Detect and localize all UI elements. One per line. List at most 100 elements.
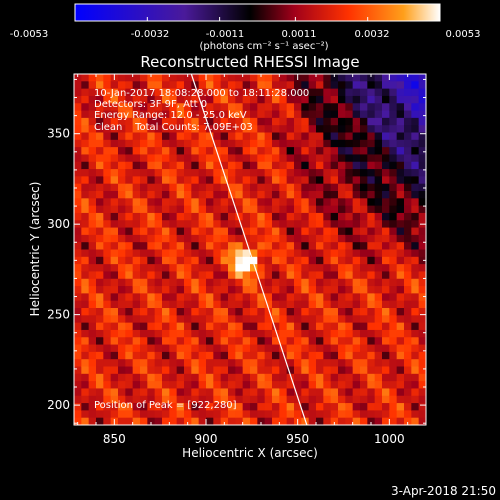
heatmap-cell <box>411 169 420 177</box>
heatmap-cell <box>352 249 361 258</box>
heatmap-cell <box>206 359 214 368</box>
heatmap-cell <box>411 147 420 156</box>
heatmap-cell <box>352 388 361 397</box>
heatmap-cell <box>279 212 288 221</box>
heatmap-cell <box>110 220 119 229</box>
heatmap-cell <box>242 81 251 90</box>
heatmap-cell <box>323 388 332 397</box>
heatmap-cell <box>301 74 310 82</box>
heatmap-cell <box>110 176 119 185</box>
heatmap-cell <box>110 147 119 156</box>
heatmap-cell <box>264 293 273 302</box>
heatmap-cell <box>323 271 332 280</box>
heatmap-cell <box>88 132 97 141</box>
solar-limb-line <box>190 74 308 425</box>
heatmap-cell <box>220 308 229 316</box>
heatmap-cell <box>235 256 244 265</box>
heatmap-cell <box>81 337 90 346</box>
heatmap-cell <box>191 403 200 411</box>
heatmap-cell <box>206 315 214 324</box>
heatmap-cell <box>103 234 112 243</box>
heatmap-cell <box>96 381 104 390</box>
heatmap-cell <box>286 117 295 126</box>
heatmap-cell <box>264 132 273 141</box>
heatmap-cell <box>272 344 280 353</box>
heatmap-cell <box>279 110 288 119</box>
heatmap-cell <box>154 366 163 375</box>
heatmap-cell <box>294 176 302 185</box>
heatmap-cell <box>228 125 236 134</box>
heatmap-cell <box>294 322 302 331</box>
heatmap-cell <box>250 125 258 134</box>
heatmap-cell <box>404 125 412 134</box>
heatmap-cell <box>294 220 302 229</box>
y-tick-label: 250 <box>47 308 70 322</box>
heatmap-cell <box>294 147 302 156</box>
heatmap-cell <box>264 300 273 309</box>
heatmap-cell <box>88 300 97 309</box>
heatmap-cell <box>338 395 346 404</box>
heatmap-cell <box>213 300 222 309</box>
heatmap-cell <box>411 256 420 265</box>
heatmap-cell <box>132 147 141 156</box>
heatmap-cell <box>242 176 251 185</box>
heatmap-cell <box>345 315 354 324</box>
heatmap-cell <box>74 212 82 221</box>
heatmap-cell <box>169 329 178 338</box>
heatmap-cell <box>279 169 288 177</box>
heatmap-cell <box>88 139 97 148</box>
heatmap-cell <box>242 286 251 294</box>
heatmap-cell <box>140 117 148 126</box>
heatmap-cell <box>191 154 200 163</box>
heatmap-cell <box>411 154 420 163</box>
heatmap-cell <box>257 139 266 148</box>
heatmap-cell <box>308 88 317 97</box>
heatmap-cell <box>103 322 112 331</box>
heatmap-cell <box>382 110 390 119</box>
heatmap-cell <box>81 381 90 390</box>
heatmap-cell <box>316 205 324 214</box>
heatmap-cell <box>404 183 412 192</box>
heatmap-cell <box>308 227 317 236</box>
heatmap-cell <box>162 403 170 411</box>
heatmap-cell <box>81 227 90 236</box>
heatmap-cell <box>103 242 112 251</box>
heatmap-cell <box>250 176 258 185</box>
heatmap-cell <box>250 191 258 199</box>
heatmap-cell <box>264 256 273 265</box>
heatmap-cell <box>110 322 119 331</box>
heatmap-cell <box>264 417 273 425</box>
heatmap-cell <box>125 242 134 251</box>
heatmap-cell <box>250 293 258 302</box>
heatmap-cell <box>132 403 141 411</box>
heatmap-cell <box>154 256 163 265</box>
heatmap-cell <box>154 176 163 185</box>
heatmap-cell <box>272 81 280 90</box>
heatmap-cell <box>110 366 119 375</box>
heatmap-cell <box>382 227 390 236</box>
heatmap-cell <box>213 388 222 397</box>
heatmap-cell <box>176 373 185 382</box>
heatmap-cell <box>264 176 273 185</box>
heatmap-cell <box>110 234 119 243</box>
heatmap-cell <box>360 381 368 390</box>
heatmap-cell <box>220 410 229 419</box>
heatmap-cell <box>213 176 222 185</box>
heatmap-cell <box>81 271 90 280</box>
heatmap-cell <box>316 344 324 353</box>
heatmap-cell <box>360 81 368 90</box>
heatmap-cell <box>345 183 354 192</box>
heatmap-cell <box>279 161 288 170</box>
heatmap-cell <box>360 410 368 419</box>
heatmap-cell <box>301 234 310 243</box>
heatmap-cell <box>396 381 405 390</box>
heatmap-cell <box>389 388 398 397</box>
heatmap-cell <box>118 329 126 338</box>
heatmap-cell <box>330 242 339 251</box>
heatmap-cell <box>147 366 156 375</box>
heatmap-cell <box>272 249 280 258</box>
heatmap-cell <box>301 161 310 170</box>
chart-title: Reconstructed RHESSI Image <box>140 53 359 71</box>
heatmap-cell <box>279 227 288 236</box>
heatmap-cell <box>228 161 236 170</box>
